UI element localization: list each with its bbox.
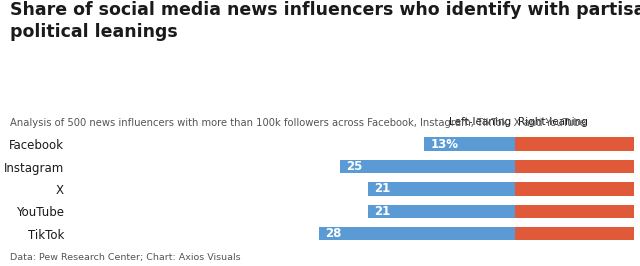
Text: Analysis of 500 news influencers with more than 100k followers across Facebook, : Analysis of 500 news influencers with mo… bbox=[10, 118, 586, 128]
Bar bbox=[340, 160, 515, 173]
Text: 13%: 13% bbox=[431, 138, 459, 151]
Text: 21: 21 bbox=[374, 205, 391, 218]
Bar bbox=[515, 160, 640, 173]
Bar bbox=[515, 182, 640, 196]
Text: Data: Pew Research Center; Chart: Axios Visuals: Data: Pew Research Center; Chart: Axios … bbox=[10, 253, 240, 262]
Text: 21: 21 bbox=[374, 182, 391, 195]
Bar bbox=[515, 138, 640, 151]
Text: Right-leaning: Right-leaning bbox=[518, 117, 588, 127]
Text: Share of social media news influencers who identify with partisan
political lean: Share of social media news influencers w… bbox=[10, 1, 640, 41]
Bar bbox=[515, 227, 640, 240]
Text: Left-leaning: Left-leaning bbox=[449, 117, 511, 127]
Text: 28: 28 bbox=[326, 227, 342, 240]
Bar bbox=[515, 205, 640, 218]
Bar bbox=[367, 182, 515, 196]
Bar bbox=[319, 227, 515, 240]
Bar bbox=[424, 138, 515, 151]
Text: 25: 25 bbox=[347, 160, 363, 173]
Bar bbox=[367, 205, 515, 218]
